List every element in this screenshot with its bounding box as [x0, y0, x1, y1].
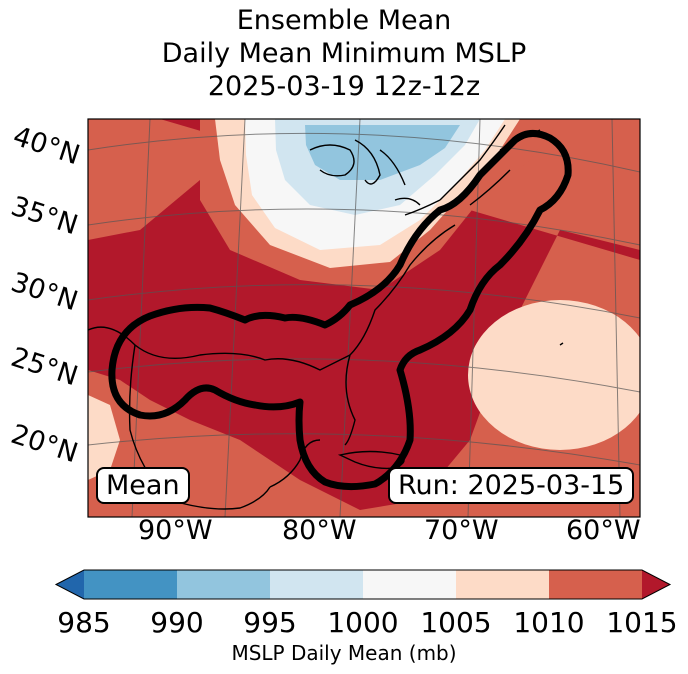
colorbar-extend-low [56, 570, 84, 599]
colorbar-label: MSLP Daily Mean (mb) [231, 641, 457, 665]
colorbar-tick-1000: 1000 [327, 606, 399, 639]
map-panel [88, 119, 640, 517]
colorbar-segment-1000-1005 [363, 570, 456, 599]
colorbar [54, 569, 672, 600]
map-frame [87, 118, 641, 518]
lon-label-90w: 90°W [138, 515, 213, 546]
pressure-field-1005-east [468, 300, 640, 450]
title-line-2: Daily Mean Minimum MSLP [161, 38, 527, 69]
colorbar-tick-1015: 1015 [606, 606, 678, 639]
lon-label-60w: 60°W [566, 515, 641, 546]
colorbar-segment-1005-1010 [456, 570, 549, 599]
colorbar-tick-990: 990 [150, 606, 204, 639]
title-line-3: 2025-03-19 12z-12z [207, 71, 481, 102]
colorbar-tick-1010: 1010 [513, 606, 585, 639]
run-label: Run: 2025-03-15 [388, 467, 635, 504]
lon-label-70w: 70°W [424, 515, 499, 546]
colorbar-tick-1005: 1005 [420, 606, 492, 639]
colorbar-tick-995: 995 [243, 606, 297, 639]
title-line-1: Ensemble Mean [236, 5, 452, 36]
colorbar-segment-985-990 [84, 570, 177, 599]
colorbar-segment-1010-1015 [549, 570, 642, 599]
colorbar-extend-high [642, 570, 670, 599]
pressure-field-1005-west [88, 395, 120, 480]
mean-label: Mean [96, 467, 190, 504]
contour-1010 [108, 130, 572, 491]
colorbar-tick-985: 985 [57, 606, 111, 639]
colorbar-segment-995-1000 [270, 570, 363, 599]
colorbar-segment-990-995 [177, 570, 270, 599]
lon-label-80w: 80°W [282, 515, 357, 546]
